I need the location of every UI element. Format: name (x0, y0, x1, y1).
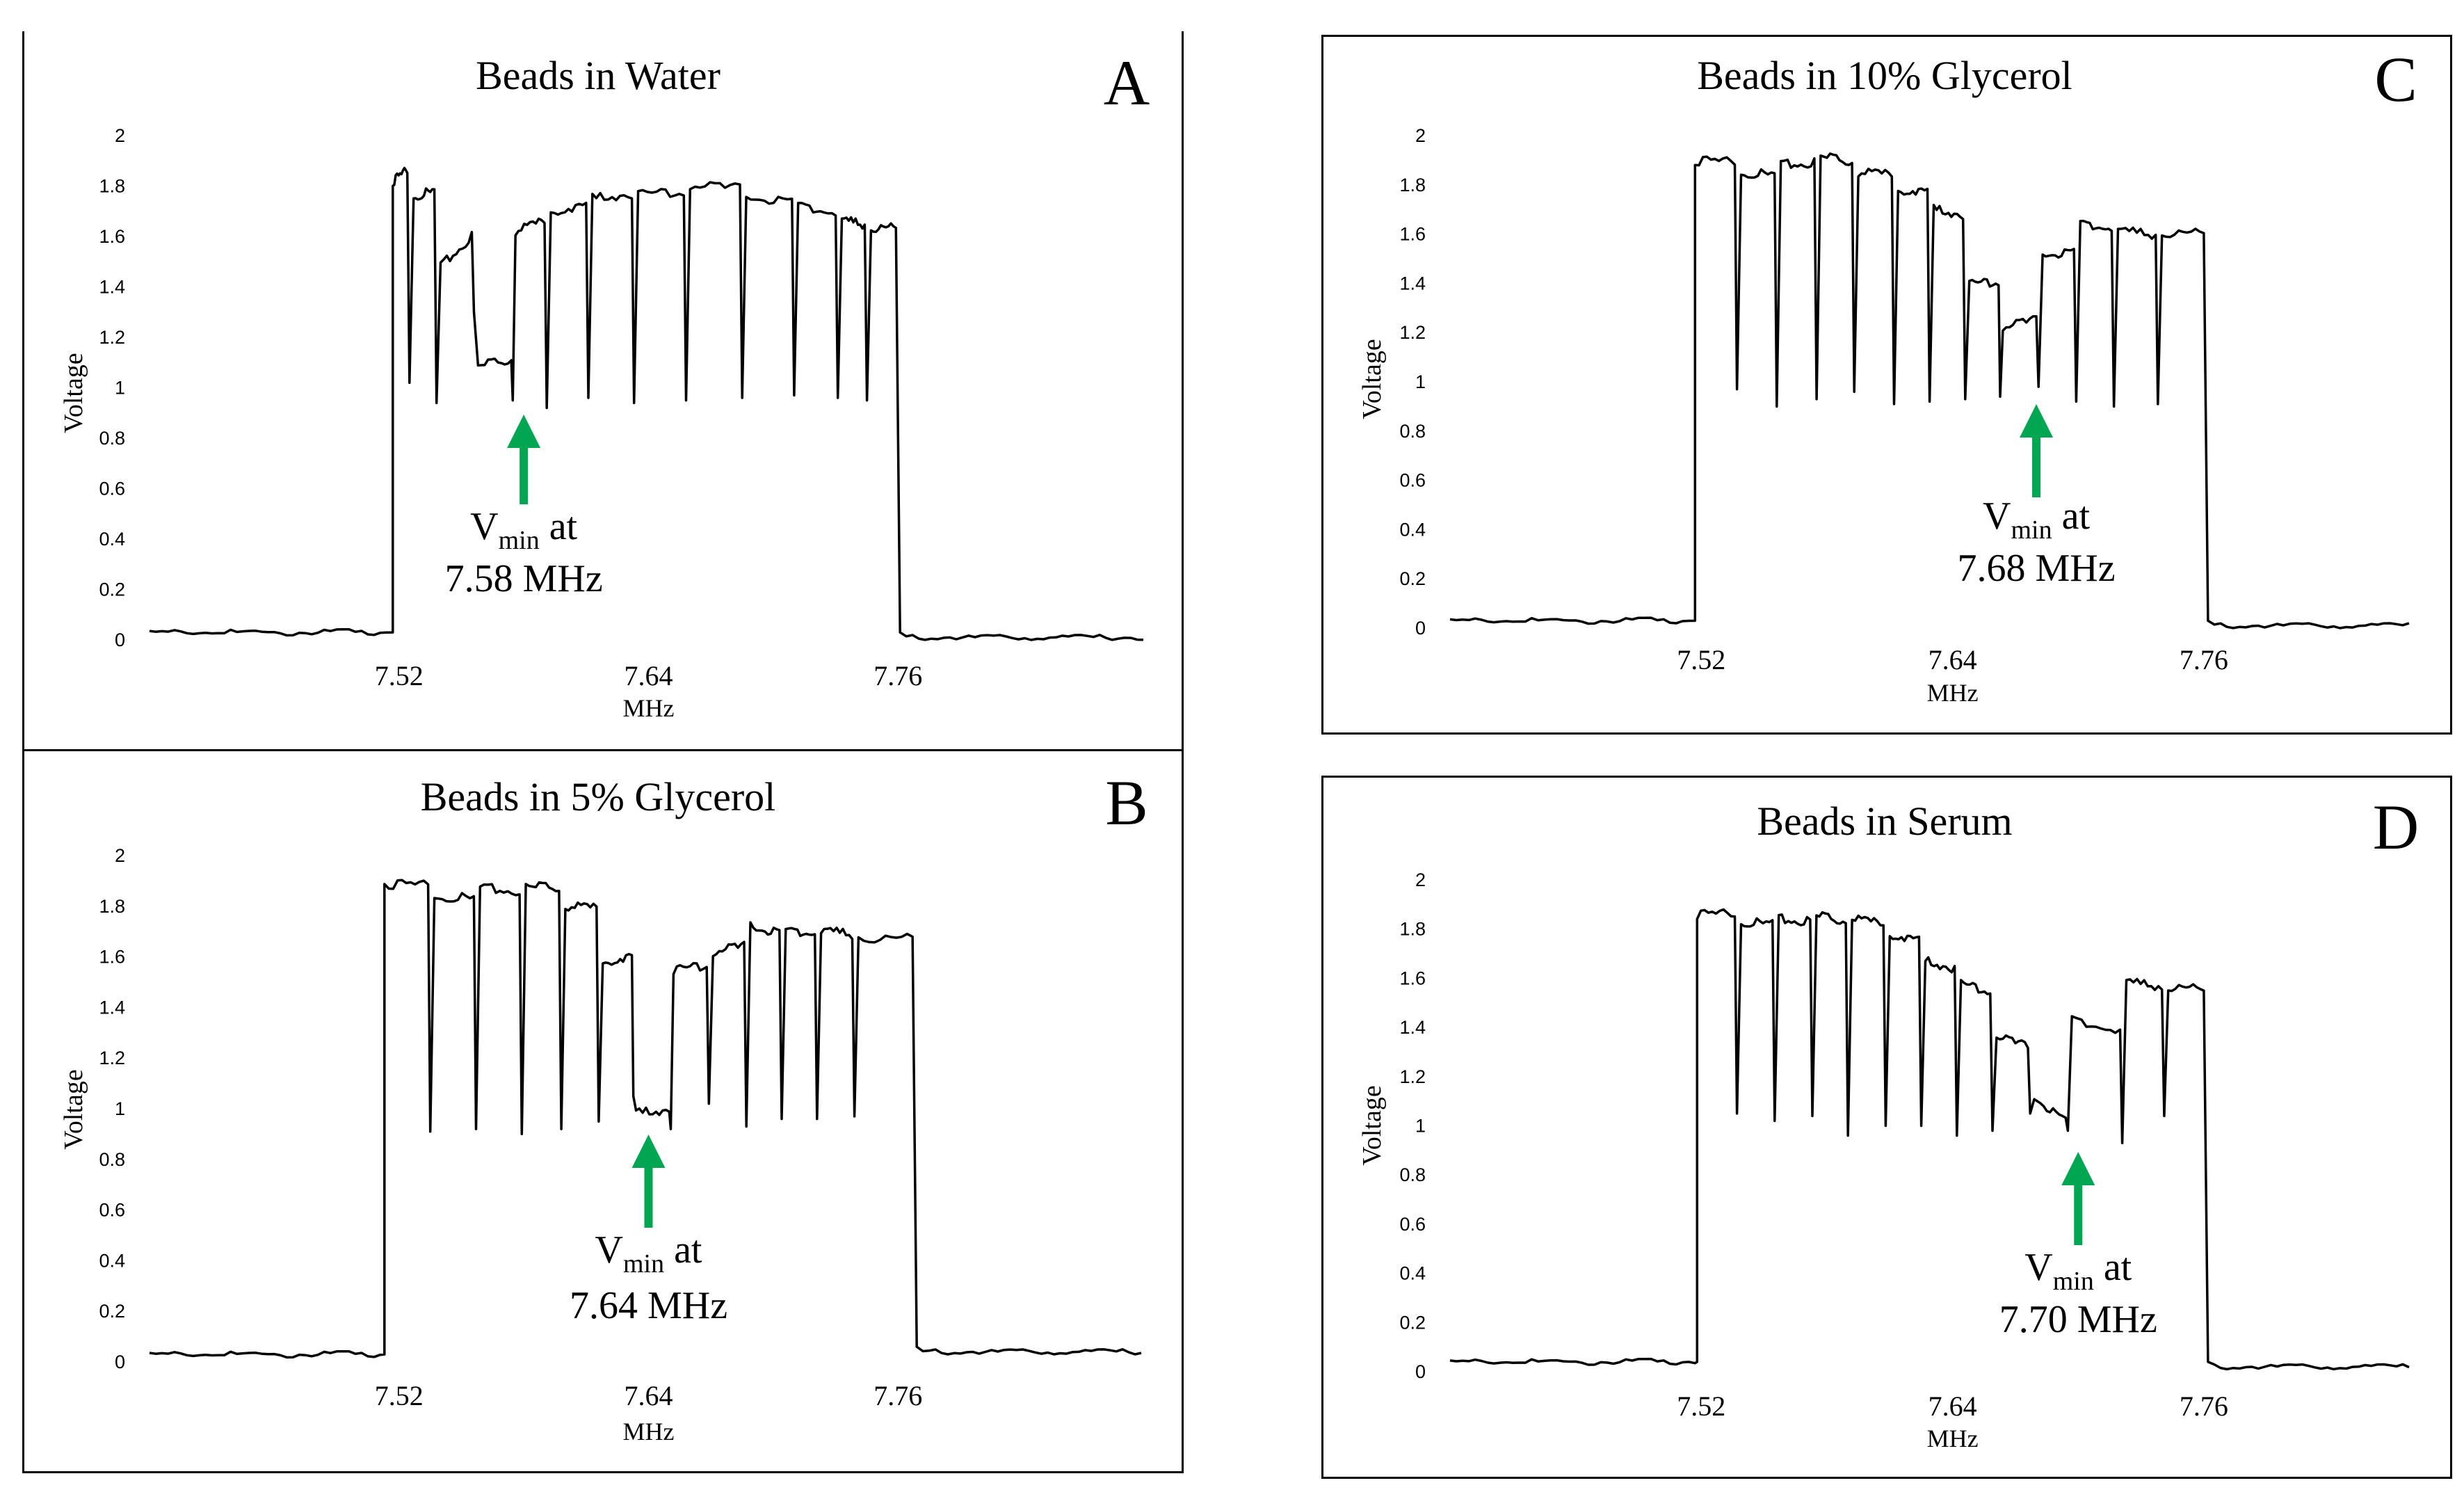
chart-d: Beads in Serum D 2 1.8 1.6 1.4 1.2 1 0.8 0.6 0.4 0.… (1358, 792, 2419, 1452)
y-tick-label: 0.4 (99, 1250, 125, 1271)
chart-b: Beads in 5% Glycerol B 2 1.8 1.6 1.4 1.2 1 0.8 0.… (59, 767, 1148, 1445)
y-tick-label: 0.2 (99, 579, 125, 600)
y-tick-label: 1.4 (99, 997, 125, 1018)
y-tick-label: 2 (1415, 869, 1426, 890)
chart-title: Beads in 10% Glycerol (1697, 53, 2072, 98)
chart-title: Beads in 5% Glycerol (421, 774, 776, 819)
y-tick-label: 0.6 (99, 479, 125, 499)
y-tick-label: 1.2 (99, 1048, 125, 1068)
chart-title: Beads in Water (476, 53, 720, 98)
panel-letter: C (2374, 44, 2417, 115)
y-tick-label: 1.2 (1399, 1066, 1426, 1087)
x-tick-label: 7.64 (625, 1380, 673, 1411)
y-tick-label: 0.6 (1399, 1214, 1426, 1235)
panel-a (22, 31, 1184, 751)
y-tick-label: 1 (115, 378, 125, 399)
y-tick-label: 0.2 (1399, 568, 1426, 589)
x-tick-label: 7.52 (375, 1380, 424, 1411)
y-tick-label: 0.8 (99, 428, 125, 449)
y-axis-label: Voltage (1358, 1085, 1387, 1165)
x-axis-label: MHz (1927, 679, 1979, 707)
y-tick-label: 1 (115, 1098, 125, 1119)
y-tick-label: 0.8 (99, 1149, 125, 1170)
x-axis-label: MHz (1927, 1425, 1979, 1452)
panel-letter: D (2373, 792, 2419, 863)
y-tick-label: 1.6 (1399, 224, 1426, 245)
y-tick-label: 1.8 (1399, 919, 1426, 940)
series-line (149, 166, 1144, 641)
y-tick-label: 1.8 (99, 896, 125, 917)
y-tick-label: 0.2 (99, 1301, 125, 1322)
y-tick-label: 0.2 (1399, 1312, 1426, 1333)
y-tick-label: 2 (1415, 125, 1426, 146)
y-tick-label: 1.6 (99, 226, 125, 247)
y-tick-label: 0.8 (1399, 1164, 1426, 1185)
y-tick-label: 1.6 (1399, 968, 1426, 988)
vmin-frequency: 7.70 MHz (1999, 1298, 2157, 1341)
y-tick-label: 0.4 (1399, 1263, 1426, 1284)
y-tick-label: 1.4 (1399, 1017, 1426, 1038)
vmin-frequency: 7.64 MHz (570, 1284, 727, 1327)
y-tick-label: 0.8 (1399, 421, 1426, 442)
panel-letter: A (1104, 47, 1150, 118)
x-tick-label: 7.52 (375, 660, 424, 691)
chart-a: Beads in Water A 2 1.8 1.6 1.4 1.2 1 0.8 0.6 0.4 0.… (59, 47, 1150, 722)
y-tick-label: 2 (115, 845, 125, 866)
x-tick-label: 7.76 (873, 660, 922, 691)
y-axis-label: Voltage (1358, 339, 1387, 419)
x-tick-label: 7.76 (2180, 644, 2228, 675)
x-axis-label: MHz (623, 1418, 675, 1445)
x-tick-label: 7.64 (1928, 1390, 1977, 1422)
y-tick-label: 0 (1415, 1361, 1426, 1382)
y-tick-label: 1 (1415, 371, 1426, 392)
y-tick-label: 1.4 (1399, 273, 1426, 294)
y-tick-label: 2 (115, 125, 125, 146)
y-tick-label: 0.6 (99, 1200, 125, 1221)
x-tick-label: 7.64 (625, 660, 673, 691)
vmin-frequency: 7.68 MHz (1957, 547, 2115, 590)
vmin-label: Vmin at (2024, 1246, 2132, 1296)
vmin-frequency: 7.58 MHz (445, 557, 603, 600)
y-tick-label: 0 (115, 630, 125, 650)
x-tick-label: 7.64 (1928, 644, 1977, 675)
series-line (1449, 908, 2410, 1371)
y-tick-label: 0 (1415, 618, 1426, 639)
y-tick-label: 0.4 (99, 529, 125, 550)
y-tick-label: 0.4 (1399, 519, 1426, 540)
y-tick-label: 1.2 (1399, 322, 1426, 343)
vmin-label: Vmin at (595, 1228, 702, 1278)
series-line (1449, 152, 2410, 630)
panel-c (1321, 35, 2452, 735)
y-tick-label: 1 (1415, 1116, 1426, 1137)
y-tick-label: 0.6 (1399, 470, 1426, 491)
x-tick-label: 7.52 (1677, 1390, 1725, 1422)
panel-b (22, 751, 1184, 1473)
y-axis-label: Voltage (59, 1069, 88, 1149)
x-tick-label: 7.76 (2180, 1390, 2228, 1422)
vmin-label: Vmin at (470, 505, 577, 555)
series-line (149, 879, 1142, 1359)
chart-c: Beads in 10% Glycerol C 2 1.8 1.6 1.4 1.2 1 0.8 0… (1358, 44, 2417, 707)
x-axis-label: MHz (623, 694, 675, 722)
y-tick-label: 1.8 (1399, 175, 1426, 195)
y-tick-label: 1.2 (99, 327, 125, 348)
chart-title: Beads in Serum (1757, 799, 2012, 844)
y-tick-label: 1.8 (99, 176, 125, 197)
x-tick-label: 7.52 (1677, 644, 1725, 675)
y-axis-label: Voltage (59, 353, 88, 433)
x-tick-label: 7.76 (873, 1380, 922, 1411)
vmin-label: Vmin at (1983, 495, 2090, 545)
panel-letter: B (1105, 767, 1148, 838)
y-tick-label: 1.4 (99, 277, 125, 298)
y-tick-label: 1.6 (99, 947, 125, 968)
y-tick-label: 0 (115, 1352, 125, 1372)
